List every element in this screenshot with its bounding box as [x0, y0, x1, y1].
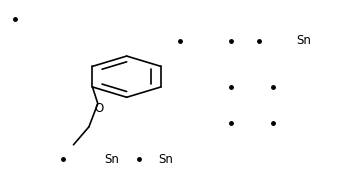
Text: Sn: Sn: [296, 34, 311, 47]
Text: Sn: Sn: [104, 153, 119, 166]
Text: Sn: Sn: [159, 153, 174, 166]
Text: O: O: [94, 102, 104, 114]
